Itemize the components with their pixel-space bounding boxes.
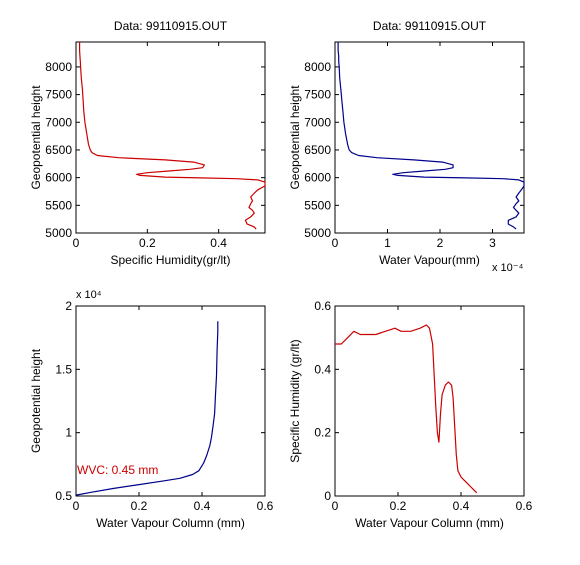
chart-3-ytick-label: 0.5 [55, 489, 72, 503]
chart-3-y-exponent: x 10⁴ [76, 289, 102, 301]
chart-2-ytick-label: 8000 [304, 60, 331, 74]
chart-3-xtick-label: 0.6 [257, 499, 274, 513]
chart-1-axes-box [75, 41, 266, 234]
chart-2-xtick-label: 3 [489, 236, 496, 250]
chart-4-xlabel: Water Vapour Column (mm) [355, 516, 504, 530]
chart-4-xtick-label: 0.4 [453, 499, 470, 513]
chart-1-series-line-1 [78, 42, 266, 230]
chart-2-ytick-label: 6000 [304, 171, 331, 185]
chart-3-annotation: WVC: 0.45 mm [77, 463, 158, 477]
chart-2-ytick-label: 6500 [304, 143, 331, 157]
chart-2-title: Data: 99110915.OUT [373, 19, 487, 33]
chart-2-x-exponent: x 10⁻⁴ [492, 262, 524, 274]
chart-4-xtick-label: 0.2 [390, 499, 407, 513]
chart-4-xtick-label: 0 [332, 499, 339, 513]
chart-3-xlabel: Water Vapour Column (mm) [96, 516, 245, 530]
chart-2-ytick-label: 5500 [304, 198, 331, 212]
chart-4-ytick-label: 0 [324, 489, 331, 503]
chart-4-axes-box [334, 305, 525, 497]
chart-4-ytick-label: 0.2 [314, 426, 331, 440]
chart-1-title: Data: 99110915.OUT [114, 19, 228, 33]
chart-3-ytick-label: 1 [65, 426, 72, 440]
chart-2-xlabel: Water Vapour(mm) [379, 253, 480, 267]
chart-2-axes-box [334, 41, 525, 234]
chart-4-xtick-label: 0.6 [516, 499, 533, 513]
chart-1-ytick-label: 5500 [45, 198, 72, 212]
chart-2-ytick-label: 5000 [304, 226, 331, 240]
chart-3-series-line-1 [75, 321, 219, 496]
chart-1-xtick-label: 0.4 [210, 236, 227, 250]
chart-2-xtick-label: 1 [384, 236, 391, 250]
chart-1-ytick-label: 8000 [45, 60, 72, 74]
chart-4-ytick-label: 0.4 [314, 362, 331, 376]
chart-4-series-line-1 [335, 324, 478, 494]
chart-3-ylabel: Geopotential height [29, 348, 43, 453]
chart-2-ytick-label: 7000 [304, 115, 331, 129]
chart-1-ytick-label: 7500 [45, 88, 72, 102]
chart-2-series-line-1 [337, 42, 525, 230]
chart-4-ytick-label: 0.6 [314, 299, 331, 313]
chart-3-xtick-label: 0.2 [131, 499, 148, 513]
chart-3-axes-box [75, 305, 266, 497]
chart-1-xlabel: Specific Humidity(gr/lt) [110, 253, 230, 267]
chart-3-xtick-label: 0 [73, 499, 80, 513]
chart-1-xtick-label: 0 [73, 236, 80, 250]
chart-2-ytick-label: 7500 [304, 88, 331, 102]
chart-1-ytick-label: 5000 [45, 226, 72, 240]
chart-1-ytick-label: 6500 [45, 143, 72, 157]
chart-3-xtick-label: 0.4 [194, 499, 211, 513]
chart-1-ytick-label: 7000 [45, 115, 72, 129]
chart-1-xtick-label: 0.2 [139, 236, 156, 250]
chart-2-ylabel: Geopotential height [288, 85, 302, 190]
chart-4-ylabel: Specific Humidity (gr/lt) [288, 339, 302, 462]
chart-3-ytick-label: 2 [65, 299, 72, 313]
chart-2-xtick-label: 2 [437, 236, 444, 250]
chart-2-xtick-label: 0 [332, 236, 339, 250]
chart-1-ylabel: Geopotential height [29, 85, 43, 190]
chart-3-ytick-label: 1.5 [55, 362, 72, 376]
chart-1-ytick-label: 6000 [45, 171, 72, 185]
